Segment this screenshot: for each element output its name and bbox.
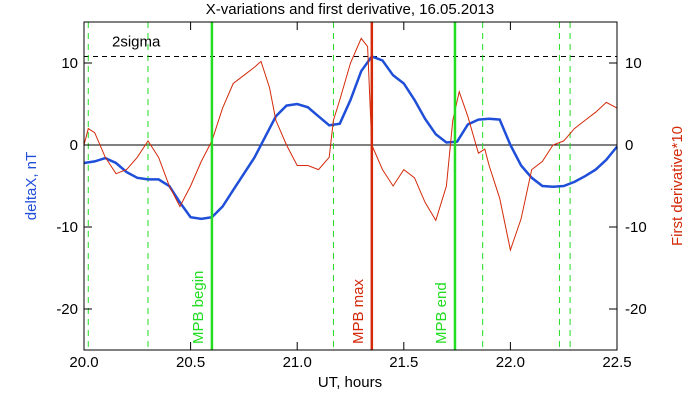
y-tick-label: 0 bbox=[70, 137, 78, 154]
y2-tick-label: 10 bbox=[625, 55, 642, 72]
y-tick-label: -10 bbox=[56, 219, 78, 236]
y2-tick-label: 0 bbox=[625, 137, 633, 154]
x-tick-label: 20.0 bbox=[69, 354, 98, 371]
series-line bbox=[83, 54, 618, 221]
x-tick-label: 22.5 bbox=[602, 354, 631, 371]
plot-frame bbox=[83, 21, 618, 351]
marker-label: MPB end bbox=[433, 282, 450, 344]
y2-axis-label: First derivative*10 bbox=[669, 126, 686, 246]
x-axis-label: UT, hours bbox=[318, 374, 382, 391]
y2-tick-label: -20 bbox=[625, 301, 647, 318]
x-tick-label: 21.0 bbox=[283, 354, 312, 371]
y-tick-label: 10 bbox=[61, 55, 78, 72]
y2-tick-label: -10 bbox=[625, 219, 647, 236]
y-tick-label: -20 bbox=[56, 301, 78, 318]
x-tick-label: 21.5 bbox=[389, 354, 418, 371]
y-axis-label: deltaX, nT bbox=[23, 152, 40, 220]
x-tick-label: 22.0 bbox=[496, 354, 525, 371]
series-line bbox=[83, 37, 618, 252]
marker-label: MPB begin bbox=[190, 271, 207, 344]
x-tick-label: 20.5 bbox=[176, 354, 205, 371]
chart-title: X-variations and first derivative, 16.05… bbox=[206, 1, 495, 18]
threshold-label: 2sigma bbox=[112, 33, 161, 50]
marker-label: MPB max bbox=[350, 278, 367, 344]
